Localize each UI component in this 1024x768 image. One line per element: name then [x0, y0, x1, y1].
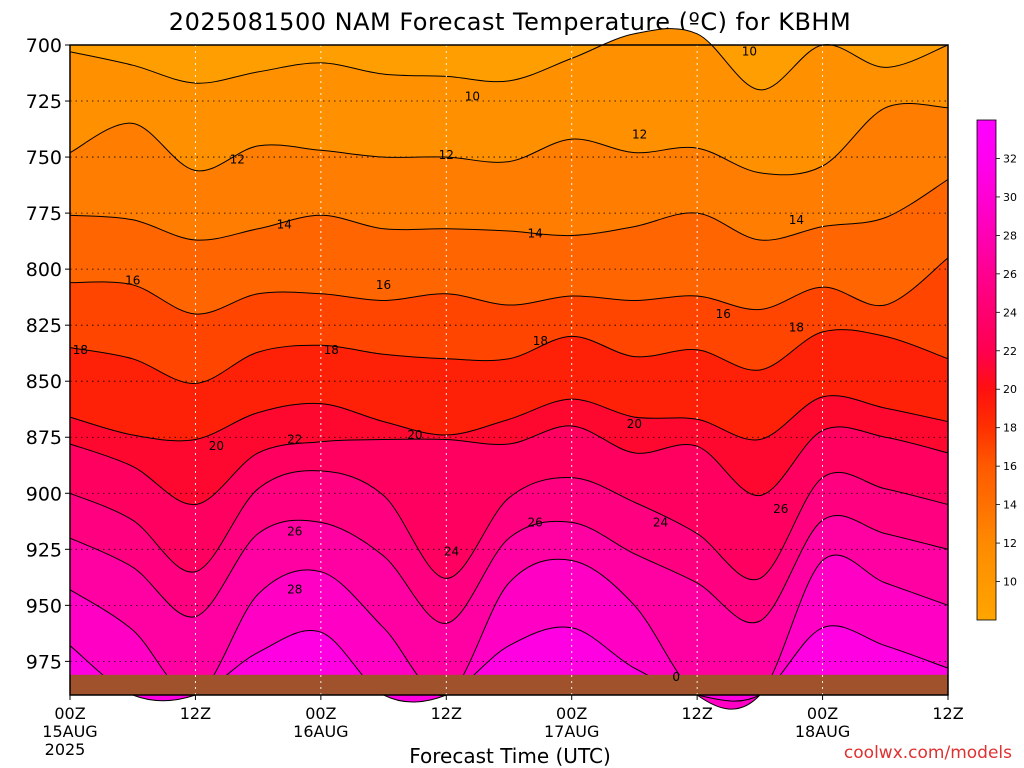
contour-label: 20	[407, 428, 422, 442]
y-tick-label: 700	[26, 35, 62, 57]
colorbar-ticks: 10 12 14 16 18 20 22 24 26 28 30 32	[996, 152, 1017, 589]
contour-label: 18	[789, 320, 804, 334]
y-tick-label: 850	[26, 371, 62, 393]
contour-label: 18	[533, 334, 548, 348]
contour-label: 28	[287, 583, 302, 597]
isotherm-22	[69, 425, 949, 506]
contour-label: 12	[230, 152, 245, 166]
colorbar-tick-label: 16	[1003, 460, 1017, 473]
isotherm-12	[69, 102, 949, 176]
contour-label: 20	[209, 439, 224, 453]
contour-label: 26	[527, 515, 542, 529]
color-bands	[70, 28, 948, 710]
contour-label: 16	[716, 307, 731, 321]
contour-label: 12	[632, 128, 647, 142]
y-tick-label: 750	[26, 147, 62, 169]
y-tick-label: 900	[26, 483, 62, 505]
colorbar-tick-label: 32	[1003, 152, 1017, 165]
y-tick-label: 825	[26, 315, 62, 337]
contour-label: 16	[376, 278, 391, 292]
contour-label: 24	[444, 545, 459, 559]
x-tick-date: 16AUG	[293, 722, 348, 741]
contour-label: 22	[287, 432, 302, 446]
isotherm-10	[69, 28, 949, 91]
contour-label: 14	[527, 226, 542, 240]
plot-area: 10 10 12 12 12 14 14 14 16 16 16 18 18 18 18 20 20 20 22 24…	[69, 28, 949, 710]
x-tick-label: 12Z	[932, 704, 963, 723]
contour-label: 20	[627, 417, 642, 431]
plot-frame	[69, 44, 949, 696]
y-tick-label: 725	[26, 91, 62, 113]
contour-label: 10	[742, 45, 757, 59]
x-tick-date: 17AUG	[544, 722, 599, 741]
y-tick-label: 875	[26, 427, 62, 449]
isotherm-16	[69, 257, 949, 315]
x-tick-label: 12Z	[431, 704, 462, 723]
y-tick-label: 925	[26, 539, 62, 561]
y-tick-label: 800	[26, 259, 62, 281]
isotherm-28	[69, 554, 949, 710]
colorbar-tick-label: 22	[1003, 345, 1017, 358]
contour-label: 14	[789, 213, 804, 227]
contour-labels: 10 10 12 12 12 14 14 14 16 16 16 18 18 18 18 20 20 20 22 24…	[73, 45, 804, 684]
x-tick-label: 00Z	[305, 704, 336, 723]
colorbar-tick-label: 10	[1003, 576, 1017, 589]
isotherm-24	[69, 470, 949, 581]
y-tick-label: 775	[26, 203, 62, 225]
x-tick-date: 15AUG	[42, 722, 97, 741]
x-axis-label: Forecast Time (UTC)	[409, 744, 611, 768]
y-axis-ticks: 700 725 750 775 800 825 850 875 900 925 950 975	[26, 35, 70, 673]
colorbar-tick-label: 18	[1003, 422, 1017, 435]
colorbar-tick-label: 24	[1003, 306, 1017, 319]
colorbar-tick-label: 14	[1003, 499, 1017, 512]
colorbar: 10 12 14 16 18 20 22 24 26 28 30 32	[976, 119, 1017, 621]
x-tick-label: 12Z	[180, 704, 211, 723]
colorbar-tick-label: 30	[1003, 191, 1017, 204]
colorbar-gradient	[976, 119, 997, 621]
contour-label: 18	[324, 343, 339, 357]
contour-label: 16	[125, 273, 140, 287]
ground-surface	[70, 674, 948, 695]
contour-label: 10	[465, 90, 480, 104]
x-tick-label: 00Z	[556, 704, 587, 723]
isotherm-14	[69, 179, 949, 241]
contour-label: 14	[277, 217, 292, 231]
y-tick-label: 975	[26, 651, 62, 673]
contour-label: 12	[439, 148, 454, 162]
x-tick-date: 18AUG	[795, 722, 850, 741]
contour-label: 0	[672, 670, 680, 684]
contour-label: 18	[73, 343, 88, 357]
contour-label: 26	[287, 524, 302, 538]
isotherm-26	[69, 514, 949, 624]
colorbar-tick-label: 20	[1003, 383, 1017, 396]
contour-label: 24	[653, 515, 668, 529]
colorbar-tick-label: 12	[1003, 537, 1017, 550]
colorbar-tick-label: 26	[1003, 268, 1017, 281]
x-tick-year: 2025	[45, 740, 86, 759]
isotherm-20	[69, 395, 949, 442]
isotherm-18	[69, 329, 949, 384]
colorbar-tick-label: 28	[1003, 229, 1017, 242]
x-tick-label: 12Z	[681, 704, 712, 723]
y-tick-label: 950	[26, 595, 62, 617]
contour-label: 26	[773, 502, 788, 516]
x-tick-label: 00Z	[807, 704, 838, 723]
credit-text[interactable]: coolwx.com/models	[844, 743, 1012, 763]
chart-title: 2025081500 NAM Forecast Temperature (ºC)…	[169, 8, 851, 36]
x-tick-label: 00Z	[54, 704, 85, 723]
isotherm-lines	[69, 28, 949, 710]
